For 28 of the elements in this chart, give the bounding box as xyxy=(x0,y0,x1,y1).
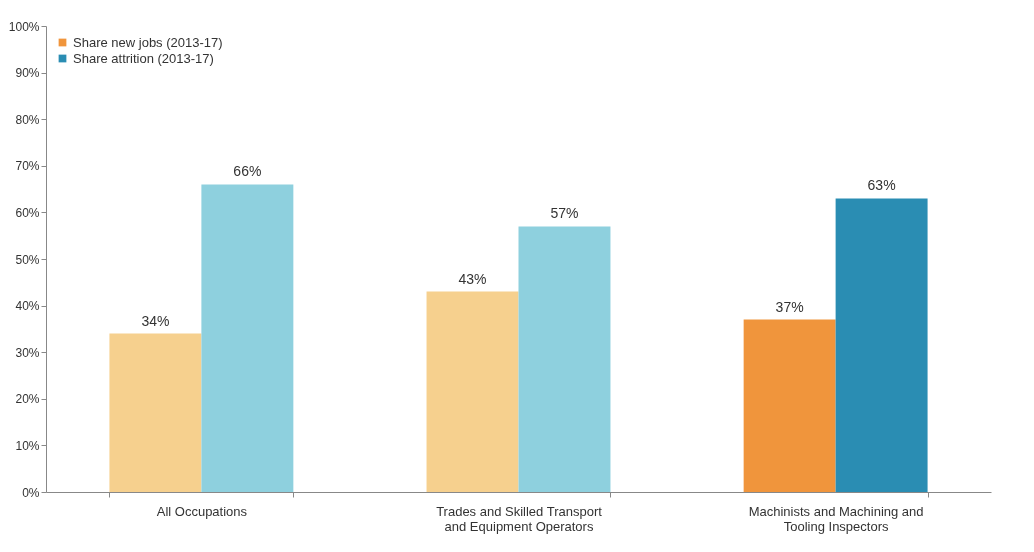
bar xyxy=(518,226,611,492)
y-tick-label: 70% xyxy=(15,159,40,174)
bar xyxy=(743,319,836,492)
y-tick-label: 90% xyxy=(15,66,40,81)
data-label: 34% xyxy=(141,312,170,329)
y-tick-label: 40% xyxy=(15,299,40,314)
bar xyxy=(426,291,519,492)
y-tick-label: 0% xyxy=(22,485,40,500)
data-label: 63% xyxy=(867,177,896,194)
x-tick-label: Machinists and Machining and Tooling Inspectors xyxy=(748,503,924,534)
x-tick-label: Trades and Skilled Transport and Equipment Operators xyxy=(436,503,603,534)
y-tick-label: 10% xyxy=(15,438,40,453)
data-label: 66% xyxy=(233,163,262,180)
y-tick-label: 30% xyxy=(15,345,40,360)
y-tick-label: 60% xyxy=(15,205,40,220)
legend-label: Share new jobs (2013-17) xyxy=(73,34,223,50)
data-label: 37% xyxy=(775,298,804,315)
y-tick-label: 100% xyxy=(8,19,40,34)
data-label: 43% xyxy=(458,270,487,287)
y-tick-label: 80% xyxy=(15,112,40,127)
x-tick-label: All Occupations xyxy=(156,503,248,519)
bar xyxy=(835,198,928,492)
bar xyxy=(109,333,202,492)
legend-label: Share attrition (2013-17) xyxy=(73,50,214,66)
data-label: 57% xyxy=(550,205,579,222)
y-tick-label: 20% xyxy=(15,392,40,407)
bar xyxy=(201,184,294,492)
y-tick-label: 50% xyxy=(15,252,40,267)
